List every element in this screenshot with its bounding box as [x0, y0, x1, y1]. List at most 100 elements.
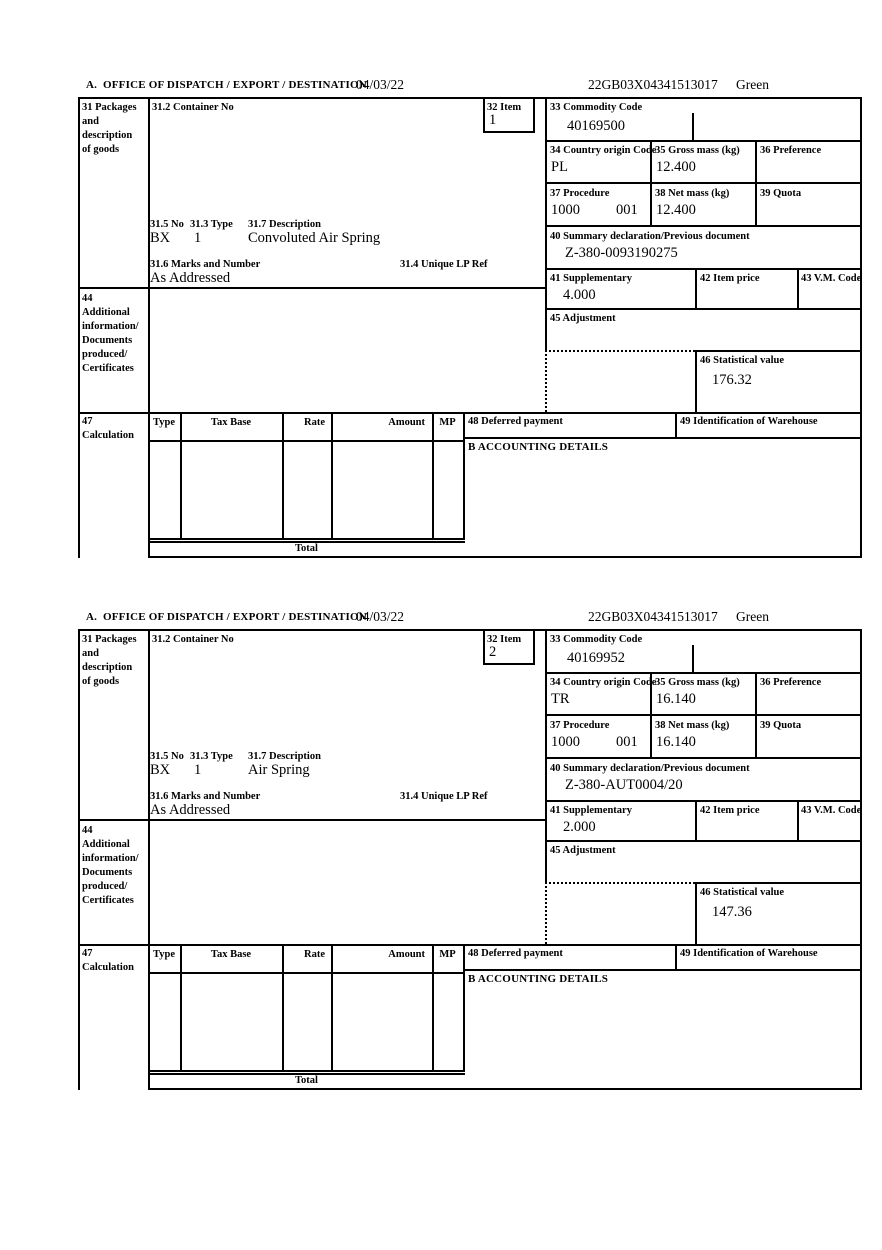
- box31-label: and: [82, 116, 99, 127]
- warehouse-label: 49 Identification of Warehouse: [680, 948, 818, 959]
- grid-line: [545, 308, 862, 310]
- grid-line: [463, 437, 862, 439]
- grid-line: [148, 538, 465, 540]
- deferred-payment-label: 48 Deferred payment: [468, 948, 563, 959]
- grid-line: [483, 629, 485, 665]
- summary-declaration-label: 40 Summary declaration/Previous document: [550, 763, 750, 774]
- commodity-subdivision-line: [692, 113, 694, 140]
- vm-code-label: 43 V.M. Code: [801, 805, 862, 816]
- grid-line-dotted: [545, 350, 547, 412]
- grid-line: [695, 882, 697, 946]
- office-of-dispatch-label: A. OFFICE OF DISPATCH / EXPORT / DESTINA…: [86, 611, 367, 623]
- gross-mass-label: 35 Gross mass (kg): [655, 145, 740, 156]
- commodity-code-label: 33 Commodity Code: [550, 634, 643, 645]
- pkg-description-label: 31.7 Description: [248, 751, 321, 762]
- warehouse-label: 49 Identification of Warehouse: [680, 416, 818, 427]
- total-label: Total: [295, 1075, 318, 1086]
- grid-line: [545, 714, 862, 716]
- grid-line: [695, 350, 697, 414]
- marks-label: 31.6 Marks and Number: [150, 791, 261, 802]
- accounting-details-label: B ACCOUNTING DETAILS: [468, 441, 609, 453]
- dispatch-date: 04/03/22: [356, 609, 405, 624]
- grid-line-dotted: [545, 882, 547, 944]
- grid-line: [78, 97, 862, 99]
- net-mass-value: 16.140: [656, 734, 696, 750]
- statistical-value: 147.36: [712, 904, 752, 920]
- lp-ref-label: 31.4 Unique LP Ref: [400, 259, 488, 270]
- adjustment-label: 45 Adjustment: [550, 845, 616, 856]
- box44-label: Additional: [82, 307, 130, 318]
- goods-description-value: Convoluted Air Spring: [248, 230, 381, 246]
- grid-line: [180, 944, 182, 1072]
- grid-line: [545, 97, 547, 350]
- pkg-no-label: 31.5 No: [150, 751, 184, 762]
- lp-ref-label: 31.4 Unique LP Ref: [400, 791, 488, 802]
- declaration-reference: 22GB03X04341513017: [588, 77, 718, 92]
- grid-line: [148, 97, 150, 558]
- grid-line: [860, 97, 862, 558]
- statistical-value-label: 46 Statistical value: [700, 887, 784, 898]
- box44-label: produced/: [82, 881, 128, 892]
- goods-description-value: Air Spring: [248, 762, 310, 778]
- grid-line: [78, 629, 862, 631]
- grid-line: [331, 412, 333, 540]
- grid-line: [463, 969, 862, 971]
- grid-line: [797, 800, 799, 840]
- col-amount-label: Amount: [388, 949, 425, 960]
- grid-line: [148, 629, 150, 1090]
- grid-line: [545, 800, 862, 802]
- item-label: 32 Item: [487, 102, 522, 113]
- box44-label: produced/: [82, 349, 128, 360]
- pkg-no-value: BX: [150, 230, 171, 246]
- box31-label: 31 Packages: [82, 634, 137, 645]
- grid-line: [545, 225, 862, 227]
- grid-line: [545, 840, 862, 842]
- pkg-type-label: 31.3 Type: [190, 751, 233, 762]
- grid-line: [675, 944, 677, 971]
- marks-value: As Addressed: [150, 270, 231, 286]
- col-mp-label: MP: [439, 949, 456, 960]
- box31-label: description: [82, 662, 133, 673]
- grid-line-dotted: [545, 350, 695, 352]
- grid-line: [483, 663, 535, 665]
- col-mp-label: MP: [439, 417, 456, 428]
- procedure-code-value: 1000: [551, 202, 580, 218]
- procedure-suffix-value: 001: [616, 202, 638, 218]
- pkg-no-value: BX: [150, 762, 171, 778]
- pkg-type-label: 31.3 Type: [190, 219, 233, 230]
- route-status: Green: [736, 609, 769, 624]
- quota-label: 39 Quota: [760, 188, 802, 199]
- grid-line: [432, 944, 434, 1072]
- commodity-code-value: 40169500: [567, 118, 625, 134]
- commodity-code-value: 40169952: [567, 650, 625, 666]
- declaration-reference: 22GB03X04341513017: [588, 609, 718, 624]
- pkg-no-label: 31.5 No: [150, 219, 184, 230]
- pkg-description-label: 31.7 Description: [248, 219, 321, 230]
- supplementary-label: 41 Supplementary: [550, 805, 632, 816]
- box44-label: Additional: [82, 839, 130, 850]
- grid-line: [148, 1073, 465, 1075]
- summary-declaration-value: Z-380-0093190275: [565, 245, 678, 261]
- gross-mass-label: 35 Gross mass (kg): [655, 677, 740, 688]
- box47-label: 47: [82, 948, 93, 959]
- calculation-label: Calculation: [82, 962, 134, 973]
- deferred-payment-label: 48 Deferred payment: [468, 416, 563, 427]
- marks-label: 31.6 Marks and Number: [150, 259, 261, 270]
- col-rate-label: Rate: [304, 949, 325, 960]
- statistical-value-label: 46 Statistical value: [700, 355, 784, 366]
- col-rate-label: Rate: [304, 417, 325, 428]
- box31-label: of goods: [82, 144, 120, 155]
- box44-label: 44: [82, 293, 93, 304]
- accounting-details-label: B ACCOUNTING DETAILS: [468, 973, 609, 985]
- quota-label: 39 Quota: [760, 720, 802, 731]
- summary-declaration-label: 40 Summary declaration/Previous document: [550, 231, 750, 242]
- calculation-label: Calculation: [82, 430, 134, 441]
- col-type-label: Type: [153, 417, 175, 428]
- grid-line: [432, 412, 434, 540]
- grid-line: [860, 629, 862, 1090]
- grid-line: [78, 944, 862, 946]
- declaration-block-item-1: A. OFFICE OF DISPATCH / EXPORT / DESTINA…: [78, 77, 862, 558]
- box47-label: 47: [82, 416, 93, 427]
- grid-line: [463, 412, 465, 540]
- summary-declaration-value: Z-380-AUT0004/20: [565, 777, 683, 793]
